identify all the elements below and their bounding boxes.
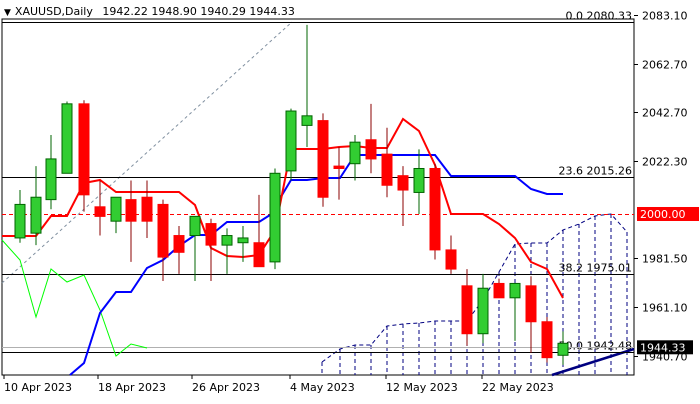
bear-candle[interactable] <box>205 223 217 246</box>
bear-candle[interactable] <box>94 206 106 217</box>
bear-candle[interactable] <box>253 242 265 268</box>
bear-candle[interactable] <box>173 235 185 253</box>
time-axis-label: 26 Apr 2023 <box>192 381 260 394</box>
level-price-badge <box>637 206 699 221</box>
bear-candle[interactable] <box>365 139 377 160</box>
bull-candle[interactable] <box>269 172 281 263</box>
bull-candle[interactable] <box>45 158 57 201</box>
chikou-span <box>1 239 148 357</box>
fib-level-label: 23.6 2015.26 <box>559 165 632 178</box>
bear-candle[interactable] <box>461 285 473 335</box>
time-axis-label: 18 Apr 2023 <box>98 381 166 394</box>
high-value: 1948.90 <box>151 5 197 18</box>
low-value: 1940.29 <box>200 5 246 18</box>
bear-candle[interactable] <box>397 175 409 191</box>
bear-candle[interactable] <box>445 249 457 270</box>
price-axis-label: 2042.70 <box>642 107 688 120</box>
bear-candle[interactable] <box>141 196 153 222</box>
bear-candle[interactable] <box>381 153 393 186</box>
kijun-sen <box>69 154 563 376</box>
bear-candle[interactable] <box>125 199 137 222</box>
bull-candle[interactable] <box>413 167 425 193</box>
price-axis-label: 1961.10 <box>642 302 688 315</box>
bear-candle[interactable] <box>333 165 345 169</box>
bull-candle[interactable] <box>30 196 42 234</box>
bull-candle[interactable] <box>285 110 297 172</box>
fib-level-label: 0.0 2080.33 <box>566 10 632 23</box>
bull-candle[interactable] <box>237 237 249 244</box>
cloud-lower-span <box>551 347 635 377</box>
fib-level-label: 38.2 1975.01 <box>559 262 632 275</box>
bull-candle[interactable] <box>221 235 233 246</box>
price-axis-label: 2062.70 <box>642 59 688 72</box>
bull-candle[interactable] <box>189 215 201 237</box>
bear-candle[interactable] <box>157 203 169 258</box>
fib-trendline <box>1 21 293 284</box>
bull-candle[interactable] <box>349 141 361 165</box>
bull-candle[interactable] <box>301 115 313 126</box>
symbol-timeframe: XAUUSD,Daily <box>14 5 93 18</box>
price-axis-label: 2083.10 <box>642 10 688 23</box>
fib-level-label: 50.0 1942.48 <box>559 340 632 353</box>
current-price-badge <box>637 340 693 355</box>
tenkan-sen <box>2 117 564 299</box>
bull-candle[interactable] <box>110 196 122 222</box>
bull-candle[interactable] <box>14 203 26 239</box>
bull-candle[interactable] <box>477 287 489 335</box>
price-axis-label: 1981.50 <box>642 253 688 266</box>
bear-candle[interactable] <box>317 120 329 198</box>
bull-candle[interactable] <box>557 342 569 356</box>
level-price-badge-text: 2000.00 <box>640 208 686 221</box>
bear-candle[interactable] <box>493 282 505 299</box>
bear-candle[interactable] <box>541 321 553 359</box>
current-price-badge-text: 1944.33 <box>640 341 686 354</box>
close-value: 1944.33 <box>249 5 295 18</box>
time-axis-label: 12 May 2023 <box>386 381 458 394</box>
time-axis-label: 22 May 2023 <box>482 381 554 394</box>
bull-candle[interactable] <box>61 103 73 174</box>
bear-candle[interactable] <box>525 285 537 323</box>
chart-header: ▼ XAUUSD,Daily 1942.22 1948.90 1940.29 19… <box>4 5 295 18</box>
time-axis-label: 4 May 2023 <box>290 381 355 394</box>
bull-candle[interactable] <box>509 282 521 299</box>
open-value: 1942.22 <box>102 5 148 18</box>
bear-candle[interactable] <box>429 167 441 251</box>
time-axis-label: 10 Apr 2023 <box>4 381 72 394</box>
bear-candle[interactable] <box>78 103 90 196</box>
price-axis-label: 2022.30 <box>642 156 688 169</box>
cloud-upper-span <box>321 213 628 363</box>
triangle-down-icon[interactable]: ▼ <box>4 8 11 18</box>
